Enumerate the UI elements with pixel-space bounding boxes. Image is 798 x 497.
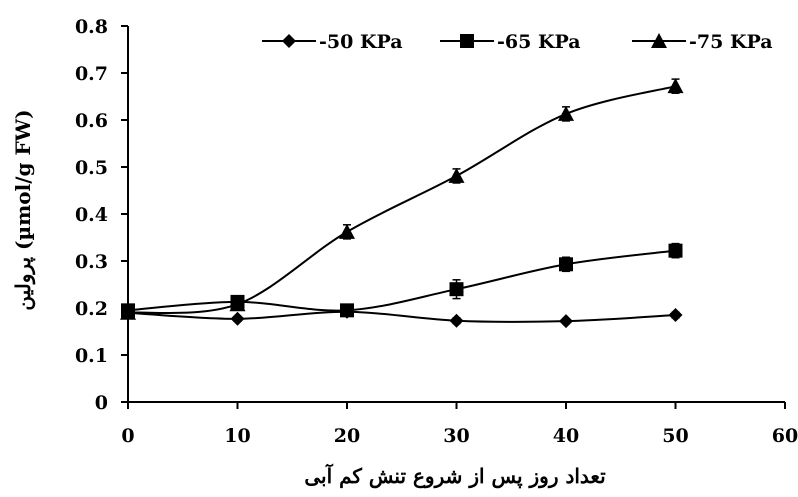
- series-square: [121, 242, 683, 318]
- x-axis-ticks: 0 10 20 30 40 50 60: [121, 402, 798, 447]
- x-tick-label: 40: [553, 425, 579, 447]
- legend-label: -65 KPa: [497, 31, 581, 53]
- y-tick-label: 0.4: [75, 204, 108, 226]
- y-tick-label: 0.3: [75, 251, 108, 273]
- x-tick-label: 50: [662, 425, 688, 447]
- series-lines: [120, 78, 684, 329]
- y-tick-label: 0.6: [75, 110, 108, 132]
- series-line: [127, 310, 676, 323]
- series-line: [127, 249, 676, 312]
- data-point: [559, 257, 573, 272]
- legend-label: -75 KPa: [689, 31, 773, 53]
- legend-marker: [460, 34, 474, 48]
- legend: -50 KPa -65 KPa -75 KPa: [262, 31, 773, 53]
- data-point: [229, 296, 246, 312]
- legend-label: -50 KPa: [319, 31, 403, 53]
- x-axis-title: تعداد روز پس از شروع تنش کم آبی: [304, 463, 606, 489]
- x-tick-label: 0: [121, 425, 134, 447]
- data-point: [449, 313, 464, 328]
- data-point: [340, 303, 354, 318]
- legend-marker: [651, 33, 667, 48]
- data-point: [448, 167, 465, 183]
- series-triangle: [120, 78, 684, 320]
- y-tick-label: 0.7: [75, 63, 108, 85]
- y-tick-label: 0: [95, 392, 108, 414]
- x-tick-label: 60: [772, 425, 798, 447]
- data-point: [120, 304, 136, 320]
- legend-item: -50 KPa: [262, 31, 403, 53]
- series-line: [127, 85, 676, 315]
- y-axis-title: پرولین (µmol/g FW): [11, 109, 36, 310]
- data-point: [558, 105, 574, 121]
- y-tick-label: 0.1: [75, 345, 108, 367]
- y-axis-ticks: 0 0.1 0.2 0.3 0.4 0.5 0.6 0.7 0.8: [75, 16, 128, 414]
- axes: [127, 26, 785, 403]
- legend-item: -65 KPa: [440, 31, 581, 53]
- y-tick-label: 0.2: [75, 298, 108, 320]
- data-point: [339, 223, 355, 239]
- data-point: [449, 282, 464, 297]
- data-point: [668, 308, 683, 323]
- y-tick-label: 0.8: [75, 16, 108, 38]
- legend-marker: [282, 34, 296, 48]
- legend-item: -75 KPa: [632, 31, 773, 53]
- data-point: [667, 78, 684, 94]
- data-point: [230, 311, 245, 326]
- x-tick-label: 10: [224, 425, 250, 447]
- data-point: [559, 314, 573, 329]
- x-tick-label: 30: [443, 425, 469, 447]
- data-point: [668, 243, 683, 258]
- x-tick-label: 20: [334, 425, 360, 447]
- y-tick-label: 0.5: [75, 157, 108, 179]
- series-diamond: [121, 304, 683, 329]
